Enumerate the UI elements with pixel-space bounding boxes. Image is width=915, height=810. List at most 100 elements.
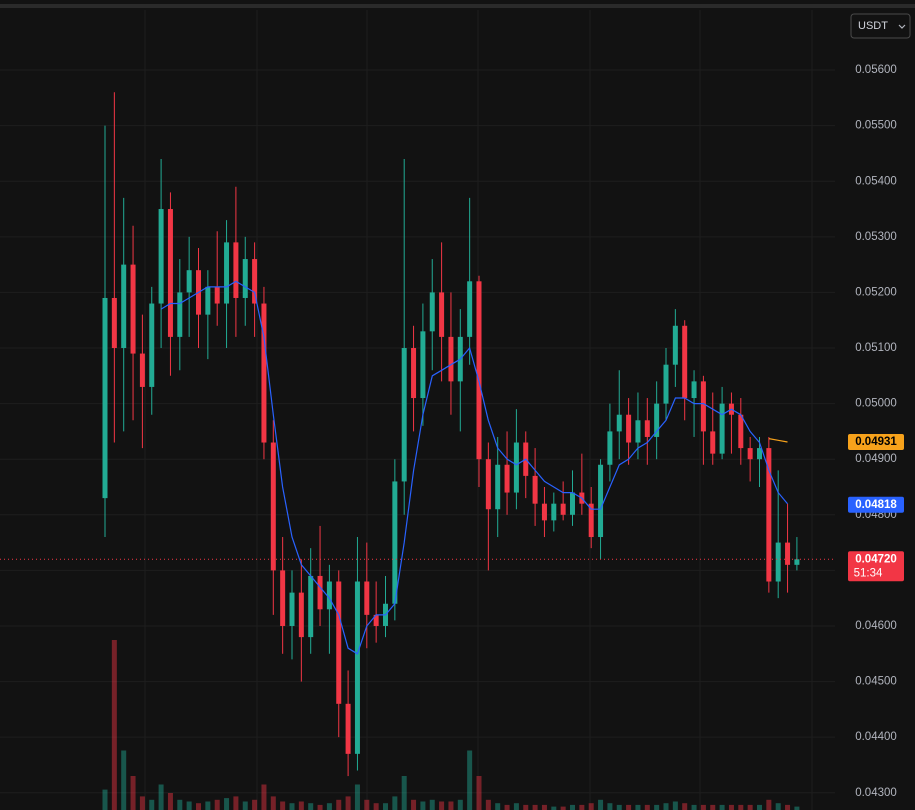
volume-bar bbox=[130, 776, 136, 810]
volume-bar bbox=[224, 798, 230, 810]
volume-bar bbox=[429, 799, 435, 810]
volume-bar bbox=[682, 803, 688, 810]
volume-bar bbox=[654, 804, 660, 810]
volume-bar bbox=[392, 796, 398, 810]
candle-body bbox=[626, 414, 632, 443]
candle-body bbox=[224, 242, 230, 304]
chevron-icon[interactable] bbox=[898, 24, 906, 29]
volume-bar bbox=[598, 799, 604, 810]
volume-bar bbox=[644, 804, 650, 810]
volume-bar bbox=[233, 796, 239, 810]
volume-bar bbox=[728, 804, 734, 810]
candle-body bbox=[654, 403, 660, 437]
candle-body bbox=[252, 259, 258, 304]
candle-body bbox=[214, 286, 220, 304]
candle-body bbox=[682, 325, 688, 399]
candle-body bbox=[607, 431, 613, 465]
candle-body bbox=[504, 464, 510, 493]
candle-body bbox=[635, 420, 641, 443]
candle-body bbox=[775, 542, 781, 582]
volume-bar bbox=[242, 801, 248, 810]
candle-body bbox=[785, 542, 791, 565]
candle-body bbox=[280, 570, 286, 626]
candle-body bbox=[308, 575, 314, 638]
volume-bar bbox=[775, 803, 781, 810]
y-tick-label: 0.04900 bbox=[855, 453, 897, 465]
y-tick-label: 0.05300 bbox=[855, 231, 897, 243]
y-tick-label: 0.05200 bbox=[855, 286, 897, 298]
volume-bar bbox=[186, 801, 192, 810]
volume-bar bbox=[289, 803, 295, 810]
candle-body bbox=[420, 331, 426, 399]
candle-body bbox=[317, 575, 323, 610]
volume-bar bbox=[280, 801, 286, 810]
volume-bar bbox=[757, 804, 762, 810]
candle-body bbox=[541, 503, 547, 521]
currency-button[interactable]: USDT bbox=[850, 13, 911, 39]
y-tick-label: 0.05100 bbox=[855, 342, 897, 354]
volume-bar bbox=[317, 804, 323, 810]
volume-bar bbox=[111, 640, 117, 810]
candle-body bbox=[663, 364, 669, 404]
volume-bar bbox=[439, 801, 445, 810]
volume-bar bbox=[635, 804, 641, 810]
candle-body bbox=[485, 459, 491, 510]
candle-body bbox=[691, 381, 697, 399]
candle-body bbox=[495, 464, 501, 510]
y-tick-label: 0.04400 bbox=[855, 731, 897, 743]
volume-bar bbox=[383, 803, 388, 810]
candle-body bbox=[766, 448, 772, 582]
candle-body bbox=[794, 559, 800, 565]
candle-body bbox=[738, 414, 744, 449]
price-label-box bbox=[848, 551, 904, 582]
candle-body bbox=[757, 448, 762, 460]
volume-bar bbox=[205, 801, 211, 810]
y-tick-label: 0.04500 bbox=[855, 676, 897, 688]
price-label-box bbox=[848, 496, 904, 513]
currency-label[interactable]: USDT bbox=[858, 20, 888, 32]
y-tick-label: 0.05000 bbox=[855, 398, 897, 410]
volume-bar bbox=[336, 799, 342, 810]
candle-body bbox=[532, 475, 538, 504]
top-bar bbox=[0, 4, 915, 8]
candle-body bbox=[710, 431, 716, 454]
volume-bar bbox=[448, 801, 454, 810]
candle-body bbox=[326, 581, 332, 610]
volume-bar bbox=[794, 806, 800, 810]
candle-body bbox=[672, 325, 678, 365]
volume-bar bbox=[579, 804, 585, 810]
volume-bar bbox=[513, 803, 519, 810]
volume-bar bbox=[457, 799, 463, 810]
candle-body bbox=[121, 264, 127, 349]
candle-body bbox=[233, 242, 239, 298]
candle-body bbox=[719, 403, 725, 454]
volume-bar bbox=[364, 799, 370, 810]
volume-bar bbox=[298, 801, 304, 810]
volume-bar bbox=[766, 799, 772, 810]
countdown-label: 51:34 bbox=[854, 567, 883, 579]
candle-body bbox=[448, 336, 454, 382]
candle-body bbox=[111, 297, 117, 349]
volume-bar bbox=[102, 789, 108, 810]
currency-button-frame[interactable] bbox=[850, 13, 911, 39]
candle-body bbox=[336, 581, 342, 704]
volume-bar bbox=[785, 804, 791, 810]
volume-bar bbox=[570, 804, 575, 810]
candle-body bbox=[411, 348, 417, 399]
candle-body bbox=[139, 353, 145, 387]
candle-body bbox=[551, 503, 557, 521]
candle-body bbox=[429, 292, 435, 332]
volume-bar bbox=[691, 804, 697, 810]
volume-bar bbox=[139, 796, 145, 810]
volume-bar bbox=[485, 799, 491, 810]
volume-bar bbox=[560, 806, 566, 810]
candle-body bbox=[467, 281, 473, 337]
volume-bar bbox=[420, 801, 426, 810]
volume-bar bbox=[523, 804, 529, 810]
y-tick-label: 0.05400 bbox=[855, 175, 897, 187]
volume-bar bbox=[476, 776, 482, 810]
volume-bar bbox=[308, 803, 314, 810]
price-label: 0.04720 bbox=[855, 553, 897, 565]
